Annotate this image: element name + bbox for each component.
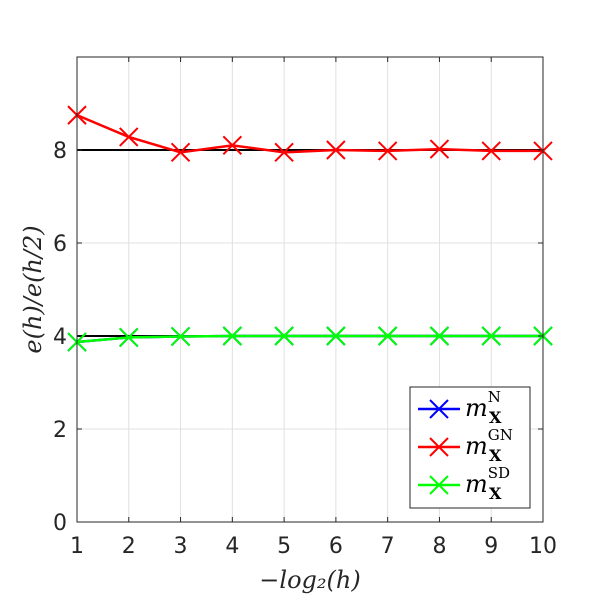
legend-entry: mSD X (418, 464, 510, 503)
x-tick-label: 4 (225, 534, 239, 559)
legend-marker (429, 475, 449, 495)
y-axis-label: e(h)/e(h/2) (19, 225, 47, 353)
x-tick-label: 6 (329, 534, 343, 559)
legend-label: mGN X (465, 426, 513, 465)
y-tick-label: 6 (53, 232, 67, 257)
legend-label: mN X (465, 388, 502, 427)
data-point (377, 326, 398, 346)
series-m_X^N (67, 326, 553, 352)
data-point (222, 135, 243, 156)
y-tick-label: 4 (53, 325, 67, 350)
legend-marker (429, 399, 449, 419)
x-axis-label: −log₂(h) (259, 566, 360, 594)
series-m_X^GN (67, 105, 553, 163)
x-tick-label: 9 (484, 534, 498, 559)
legend-marker (429, 437, 449, 457)
x-tick-label: 3 (174, 534, 188, 559)
data-point (119, 127, 139, 147)
data-point (481, 326, 501, 346)
plot-frame (76, 56, 544, 523)
axes (76, 56, 544, 523)
x-tick-label: 2 (122, 534, 136, 559)
series-group (67, 105, 553, 352)
y-tick-label: 8 (53, 139, 67, 164)
data-point (326, 140, 346, 160)
legend-entry: mGN X (418, 426, 513, 465)
data-point (170, 326, 191, 347)
data-point (377, 141, 398, 161)
series-line (76, 334, 543, 344)
x-tick-label: 8 (432, 534, 446, 559)
x-tick-label: 1 (70, 534, 84, 559)
x-tick-label: 5 (277, 534, 291, 559)
legend-label: mSD X (465, 464, 510, 503)
data-point (429, 326, 450, 346)
series-line (76, 113, 543, 154)
y-tick-label: 2 (53, 418, 67, 443)
legend-entry: mN X (418, 388, 502, 427)
data-point (170, 142, 191, 163)
data-point (274, 326, 294, 346)
data-point (274, 142, 294, 163)
data-point (222, 326, 243, 346)
data-point (481, 141, 501, 161)
x-tick-label: 7 (381, 534, 395, 559)
data-point (326, 326, 346, 346)
tick-labels: 1 2 3 4 5 6 7 8 9 10 0 2 4 6 8 (53, 139, 557, 559)
data-point (119, 327, 139, 348)
data-point (429, 139, 450, 159)
y-tick-label: 0 (53, 511, 67, 536)
series-m_X^SD (67, 326, 553, 352)
x-tick-label: 10 (529, 534, 557, 559)
